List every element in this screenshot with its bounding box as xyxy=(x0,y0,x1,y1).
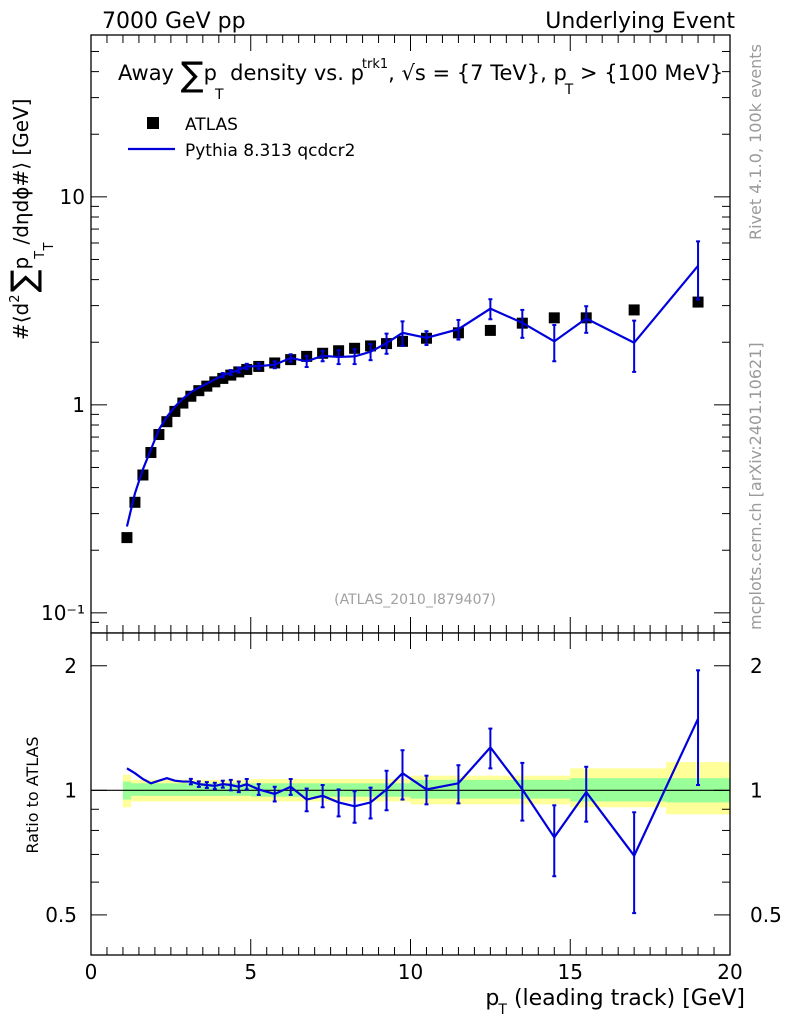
atlas-point xyxy=(137,469,149,481)
atlas-point xyxy=(129,496,141,508)
atlas-point xyxy=(121,532,133,544)
ratio-ytick-label: 0.5 xyxy=(45,903,77,927)
xtick-label: 10 xyxy=(398,960,423,984)
ratio-ytick-label-right: 1 xyxy=(750,778,763,802)
ratio-ticks: 0.5 0.51 12 20 5 10 15 20 xyxy=(45,633,782,984)
main-ytick-label: 10⁻¹ xyxy=(41,601,85,625)
atlas-point xyxy=(628,304,640,316)
legend-atlas-label: ATLAS xyxy=(185,115,238,135)
main-title: Away ∑p T density vs. ptrk1, √s = {7 TeV}… xyxy=(118,55,723,103)
pythia-line xyxy=(125,265,699,527)
xtick-label: 0 xyxy=(85,960,98,984)
xtick-label: 5 xyxy=(244,960,257,984)
header-left: 7000 GeV pp xyxy=(102,9,246,34)
atlas-point xyxy=(153,429,165,441)
ratio-data xyxy=(126,669,701,915)
ratio-ytick-label: 2 xyxy=(64,654,77,678)
ratio-bands xyxy=(91,762,730,815)
xtick-label: 15 xyxy=(558,960,583,984)
ratio-ytick-label-right: 0.5 xyxy=(750,903,782,927)
atlas-point xyxy=(161,416,173,428)
atlas-point xyxy=(548,312,560,324)
xtick-label: 20 xyxy=(717,960,742,984)
atlas-point xyxy=(185,390,197,402)
main-ytick-label: 1 xyxy=(72,393,85,417)
mcplots-label: mcplots.cern.ch [arXiv:2401.10621] xyxy=(746,342,765,630)
main-panel: 10⁻¹ 1 10 Away ∑p T density vs. ptrk1, √s =… xyxy=(4,34,731,634)
header-right: Underlying Event xyxy=(545,9,735,34)
atlas-point xyxy=(145,447,157,459)
ratio-ylabel: Ratio to ATLAS xyxy=(23,736,42,853)
legend: ATLAS Pythia 8.313 qcdcr2 xyxy=(128,115,355,161)
analysis-watermark: (ATLAS_2010_I879407) xyxy=(334,592,496,608)
atlas-point xyxy=(692,296,704,308)
main-ticks: 10⁻¹ 1 10 xyxy=(41,34,731,634)
uncertainty-band-green xyxy=(130,783,251,796)
legend-pythia-label: Pythia 8.313 qcdcr2 xyxy=(185,141,355,161)
atlas-point xyxy=(217,372,229,384)
atlas-point xyxy=(201,380,213,392)
ratio-ytick-label: 1 xyxy=(64,778,77,802)
main-ytick-label: 10 xyxy=(60,185,85,209)
ratio-panel: 0.5 0.51 12 20 5 10 15 20 Ratio to ATLAS pT (le… xyxy=(23,632,782,1018)
atlas-point xyxy=(484,324,496,336)
atlas-point xyxy=(193,385,205,397)
atlas-point xyxy=(169,405,181,417)
main-data xyxy=(121,240,704,544)
ratio-line xyxy=(126,718,700,858)
ratio-frame xyxy=(90,632,731,956)
rivet-label: Rivet 4.1.0, 100k events xyxy=(746,44,765,240)
ratio-ytick-label-right: 2 xyxy=(750,654,763,678)
atlas-point xyxy=(209,376,221,388)
atlas-point xyxy=(177,397,189,409)
xlabel: pT (leading track) [GeV] xyxy=(485,986,745,1018)
main-ylabel: #⟨d2∑pT /dηdϕ#⟩ [GeV] T xyxy=(4,99,57,341)
uncertainty-band-green xyxy=(410,779,571,799)
legend-atlas-marker xyxy=(147,117,159,129)
